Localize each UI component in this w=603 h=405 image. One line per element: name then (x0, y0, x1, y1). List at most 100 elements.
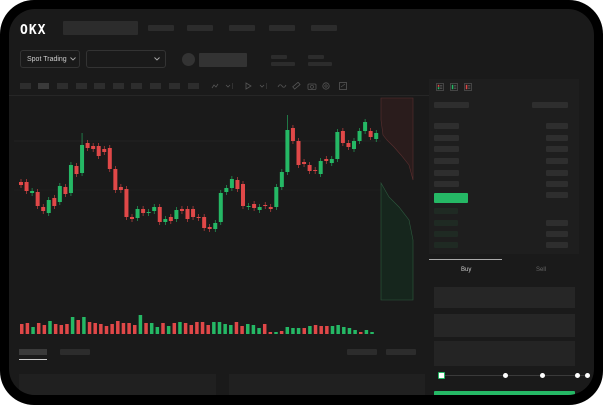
volume-bar (82, 317, 86, 334)
volume-bar (149, 323, 154, 334)
orderbook-cell (546, 135, 568, 141)
candle (30, 191, 35, 193)
orderbook-cell (546, 242, 568, 248)
timeframe-button[interactable] (131, 83, 142, 89)
orderbook-bids-icon[interactable] (450, 83, 458, 91)
wave-icon[interactable] (277, 82, 287, 90)
volume-bar (195, 322, 199, 334)
slider-stop[interactable] (540, 372, 545, 378)
candle (229, 179, 234, 188)
volume-bar (110, 324, 114, 334)
orderbook-cell (434, 181, 459, 187)
spot-trading-dropdown[interactable]: Spot Trading (20, 50, 80, 68)
slider-stop[interactable] (503, 372, 508, 378)
okx-logo[interactable]: OKX (20, 23, 47, 38)
volume-bar (285, 327, 290, 334)
volume-bar (116, 321, 120, 334)
nav-item[interactable] (269, 25, 295, 31)
candle (146, 212, 151, 213)
candle (374, 133, 379, 139)
filter-button[interactable] (347, 349, 377, 355)
candle (352, 141, 356, 149)
volume-bar (127, 323, 131, 334)
volume-bar (302, 328, 306, 334)
volume-bar (274, 332, 278, 334)
price-input[interactable] (434, 287, 575, 308)
timeframe-button[interactable] (20, 83, 31, 89)
slider-handle[interactable] (438, 371, 445, 379)
orderbook-cell (546, 123, 568, 129)
candle (252, 204, 257, 208)
tab-underline (19, 359, 47, 360)
volume-bar (206, 325, 210, 334)
timeframe-button[interactable] (94, 83, 105, 89)
timeframe-button[interactable] (188, 83, 199, 89)
volume-bar (31, 327, 35, 334)
divider (9, 95, 429, 96)
coin-avatar (182, 53, 195, 66)
slider-stop[interactable] (575, 372, 580, 378)
tab-open-orders[interactable] (19, 349, 47, 355)
tab-order-history[interactable] (60, 349, 90, 355)
pair-dropdown[interactable] (86, 50, 166, 68)
timeframe-button[interactable] (150, 83, 161, 89)
volume-bar (359, 332, 363, 334)
candle (113, 169, 118, 190)
volume-bar (364, 330, 369, 334)
total-input[interactable] (434, 341, 575, 366)
tab-buy[interactable]: Buy (461, 267, 472, 273)
slider-track[interactable] (439, 375, 589, 376)
nav-item[interactable] (229, 25, 255, 31)
volume-bar (133, 325, 137, 334)
volume-bar (65, 324, 69, 334)
tab-sell[interactable]: Sell (536, 267, 547, 273)
timeframe-button[interactable] (38, 83, 49, 89)
amount-input[interactable] (434, 314, 575, 337)
volume-bar (353, 330, 357, 334)
candle (318, 161, 323, 174)
buy-button[interactable] (434, 391, 575, 395)
nav-item[interactable] (187, 25, 213, 31)
volume-bar (161, 323, 165, 334)
nav-item[interactable] (311, 25, 337, 31)
timeframe-button[interactable] (169, 83, 180, 89)
candle (168, 217, 173, 221)
timeframe-button[interactable] (76, 83, 87, 89)
orderbook-cell (546, 158, 568, 164)
candle (285, 130, 290, 172)
candle (152, 207, 157, 211)
timeframe-button[interactable] (113, 83, 124, 89)
asset-card (19, 374, 216, 395)
nav-item[interactable] (148, 25, 174, 31)
fullscreen-icon[interactable] (338, 82, 348, 90)
settings-icon[interactable] (321, 82, 331, 90)
candle (41, 207, 46, 211)
depth-bids (380, 181, 414, 301)
volume-bar (262, 324, 267, 334)
candle (85, 143, 90, 148)
candle (235, 180, 240, 189)
indicator-icon[interactable] (211, 82, 233, 90)
timeframe-button[interactable] (57, 83, 68, 89)
candle (224, 188, 229, 192)
orderbook-cell (434, 220, 458, 226)
orderbook-asks-icon[interactable] (464, 83, 472, 91)
ruler-icon[interactable] (291, 82, 301, 90)
search-bar[interactable] (63, 21, 138, 35)
orderbook-both-icon[interactable] (436, 83, 444, 91)
volume-bar (223, 324, 227, 334)
mid-price (434, 193, 468, 203)
volume-bar (138, 315, 143, 334)
candle (363, 122, 368, 131)
candle (35, 192, 40, 206)
candle (340, 131, 345, 143)
candle (307, 165, 312, 171)
camera-icon[interactable] (307, 82, 317, 90)
candlestick-chart[interactable] (9, 95, 429, 335)
filter-button[interactable] (386, 349, 416, 355)
draw-icon[interactable] (245, 82, 267, 90)
volume-bar (104, 326, 109, 334)
slider-stop[interactable] (585, 372, 590, 378)
candle (179, 209, 184, 211)
volume-bar (251, 325, 256, 334)
